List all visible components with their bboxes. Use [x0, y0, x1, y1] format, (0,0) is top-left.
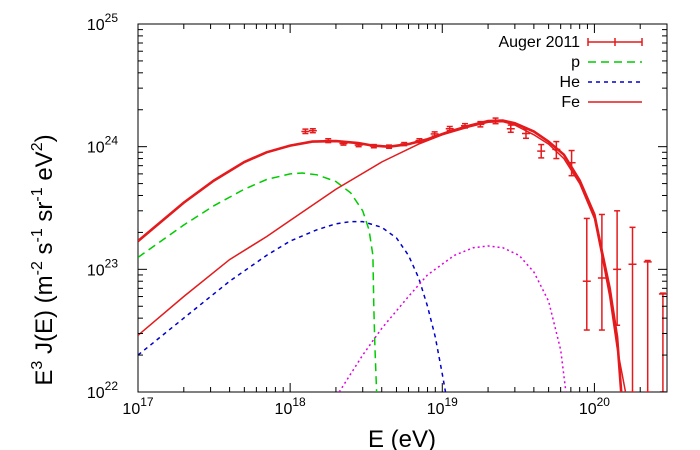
data-point: [613, 210, 622, 327]
x-tick-label: 1018: [275, 395, 306, 418]
legend: Auger 2011 p He Fe: [498, 34, 643, 111]
data-point: [582, 217, 591, 331]
y-label-text: s: [31, 242, 58, 261]
legend-item: He: [560, 74, 642, 91]
legend-label: He: [560, 74, 581, 91]
y-tick-base: 10: [87, 262, 105, 279]
x-tick-base: 10: [579, 401, 597, 418]
x-tick-label: 1017: [122, 395, 153, 418]
x-tick-base: 10: [275, 401, 293, 418]
legend-item: Fe: [561, 94, 642, 111]
series-line-p: [138, 172, 378, 392]
y-tick-exponent: 23: [105, 256, 119, 270]
x-tick-exponent: 20: [597, 395, 611, 409]
y-label-superscript: -1: [29, 187, 46, 201]
series-line-1: [138, 119, 623, 392]
y-tick-base: 10: [87, 140, 105, 157]
y-label-text: eV: [31, 151, 58, 187]
series-line-fe: [138, 120, 627, 392]
data-point: [597, 213, 606, 331]
data-point: [308, 127, 317, 134]
x-tick-exponent: 19: [444, 395, 458, 409]
x-tick-label: 1019: [427, 395, 458, 418]
data-point: [658, 292, 667, 392]
y-label-superscript: -2: [29, 261, 46, 275]
data-point: [506, 124, 515, 134]
y-tick-exponent: 22: [105, 379, 119, 393]
y-label-superscript: -1: [29, 228, 46, 242]
data-point: [301, 128, 310, 135]
plot-border: [137, 23, 668, 393]
y-label-superscript: 3: [29, 361, 46, 370]
legend-item: Auger 2011: [498, 34, 643, 51]
y-label-text: sr: [31, 202, 58, 229]
axes-frame: [137, 23, 668, 393]
y-tick-base: 10: [87, 385, 105, 402]
legend-label: p: [571, 54, 580, 71]
data-point: [537, 143, 546, 159]
y-tick-label: 1025: [87, 11, 118, 34]
legend-label: Auger 2011: [498, 34, 580, 51]
x-label-text: E (eV): [368, 426, 436, 450]
series-line-he: [138, 220, 447, 392]
y-tick-exponent: 24: [105, 134, 119, 148]
series-layer: [138, 117, 667, 392]
x-tick-exponent: 17: [140, 395, 154, 409]
y-tick-exponent: 25: [105, 11, 119, 25]
y-tick-label: 1022: [87, 379, 118, 402]
data-point: [643, 259, 652, 392]
y-axis-label: E3 J(E) (m-2 s-1 sr-1 eV2): [29, 134, 58, 385]
data-point: [628, 226, 637, 392]
legend-item: p: [571, 54, 642, 71]
x-tick-base: 10: [427, 401, 445, 418]
x-tick-exponent: 18: [292, 395, 306, 409]
series-line-4: [338, 245, 567, 392]
x-axis-ticks: 1017 1018 1019 1020: [122, 24, 668, 418]
legend-label: Fe: [561, 94, 580, 111]
y-tick-label: 1023: [87, 256, 118, 279]
x-tick-label: 1020: [579, 395, 610, 418]
x-axis-label: E (eV): [368, 426, 436, 450]
y-label-text: E: [31, 370, 58, 386]
y-label-text: ): [31, 134, 58, 142]
y-label-text: J(E) (m: [31, 275, 58, 360]
y-tick-base: 10: [87, 17, 105, 34]
y-tick-label: 1024: [87, 134, 118, 157]
y-label-superscript: 2: [29, 142, 46, 151]
x-tick-base: 10: [122, 401, 140, 418]
